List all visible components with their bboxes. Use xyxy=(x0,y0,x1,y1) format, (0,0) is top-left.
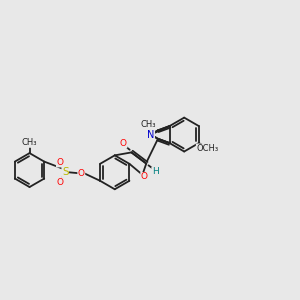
Text: CH₃: CH₃ xyxy=(22,138,37,147)
Text: O: O xyxy=(120,139,127,148)
Text: O: O xyxy=(78,169,85,178)
Text: O: O xyxy=(56,158,63,167)
Text: O: O xyxy=(56,178,63,187)
Text: CH₃: CH₃ xyxy=(141,120,156,129)
Text: N: N xyxy=(147,130,155,140)
Text: O: O xyxy=(141,172,148,182)
Text: OCH₃: OCH₃ xyxy=(196,144,218,153)
Text: H: H xyxy=(152,167,159,176)
Text: S: S xyxy=(62,167,68,177)
